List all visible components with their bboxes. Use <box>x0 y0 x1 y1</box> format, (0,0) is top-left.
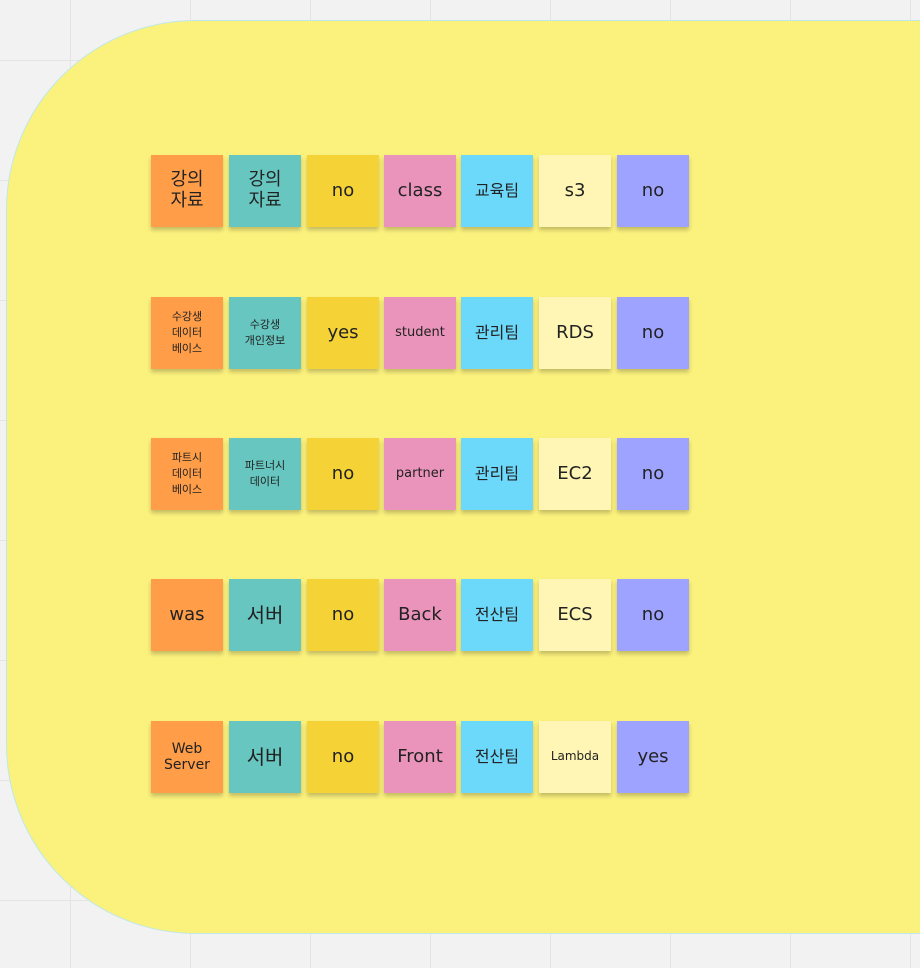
sticky-note-name[interactable]: student <box>384 297 456 369</box>
sticky-note-asset[interactable]: 강의 자료 <box>151 155 223 227</box>
sticky-note-personal-info[interactable]: yes <box>307 297 379 369</box>
sticky-note-owner[interactable]: 전산팀 <box>461 579 533 651</box>
sticky-note-owner[interactable]: 관리팀 <box>461 297 533 369</box>
sticky-note-public[interactable]: no <box>617 155 689 227</box>
sticky-note-asset[interactable]: 수강생 데이터 베이스 <box>151 297 223 369</box>
sticky-note-public[interactable]: no <box>617 579 689 651</box>
sticky-note-category[interactable]: 강의 자료 <box>229 155 301 227</box>
sticky-note-name[interactable]: class <box>384 155 456 227</box>
sticky-note-public[interactable]: no <box>617 438 689 510</box>
sticky-note-name[interactable]: Front <box>384 721 456 793</box>
sticky-note-personal-info[interactable]: no <box>307 438 379 510</box>
sticky-note-public[interactable]: yes <box>617 721 689 793</box>
sticky-note-service[interactable]: ECS <box>539 579 611 651</box>
sticky-note-asset[interactable]: was <box>151 579 223 651</box>
sticky-note-service[interactable]: EC2 <box>539 438 611 510</box>
sticky-note-service[interactable]: s3 <box>539 155 611 227</box>
sticky-note-asset[interactable]: 파트시 데이터 베이스 <box>151 438 223 510</box>
sticky-note-personal-info[interactable]: no <box>307 155 379 227</box>
sticky-note-owner[interactable]: 전산팀 <box>461 721 533 793</box>
sticky-note-personal-info[interactable]: no <box>307 579 379 651</box>
sticky-note-owner[interactable]: 교육팀 <box>461 155 533 227</box>
sticky-note-service[interactable]: Lambda <box>539 721 611 793</box>
sticky-note-category[interactable]: 서버 <box>229 579 301 651</box>
sticky-note-public[interactable]: no <box>617 297 689 369</box>
sticky-note-name[interactable]: partner <box>384 438 456 510</box>
sticky-note-owner[interactable]: 관리팀 <box>461 438 533 510</box>
sticky-note-personal-info[interactable]: no <box>307 721 379 793</box>
sticky-note-category[interactable]: 수강생 개인정보 <box>229 297 301 369</box>
sticky-note-category[interactable]: 파트너시 데이터 <box>229 438 301 510</box>
sticky-note-service[interactable]: RDS <box>539 297 611 369</box>
sticky-note-category[interactable]: 서버 <box>229 721 301 793</box>
sticky-note-asset[interactable]: Web Server <box>151 721 223 793</box>
sticky-note-name[interactable]: Back <box>384 579 456 651</box>
